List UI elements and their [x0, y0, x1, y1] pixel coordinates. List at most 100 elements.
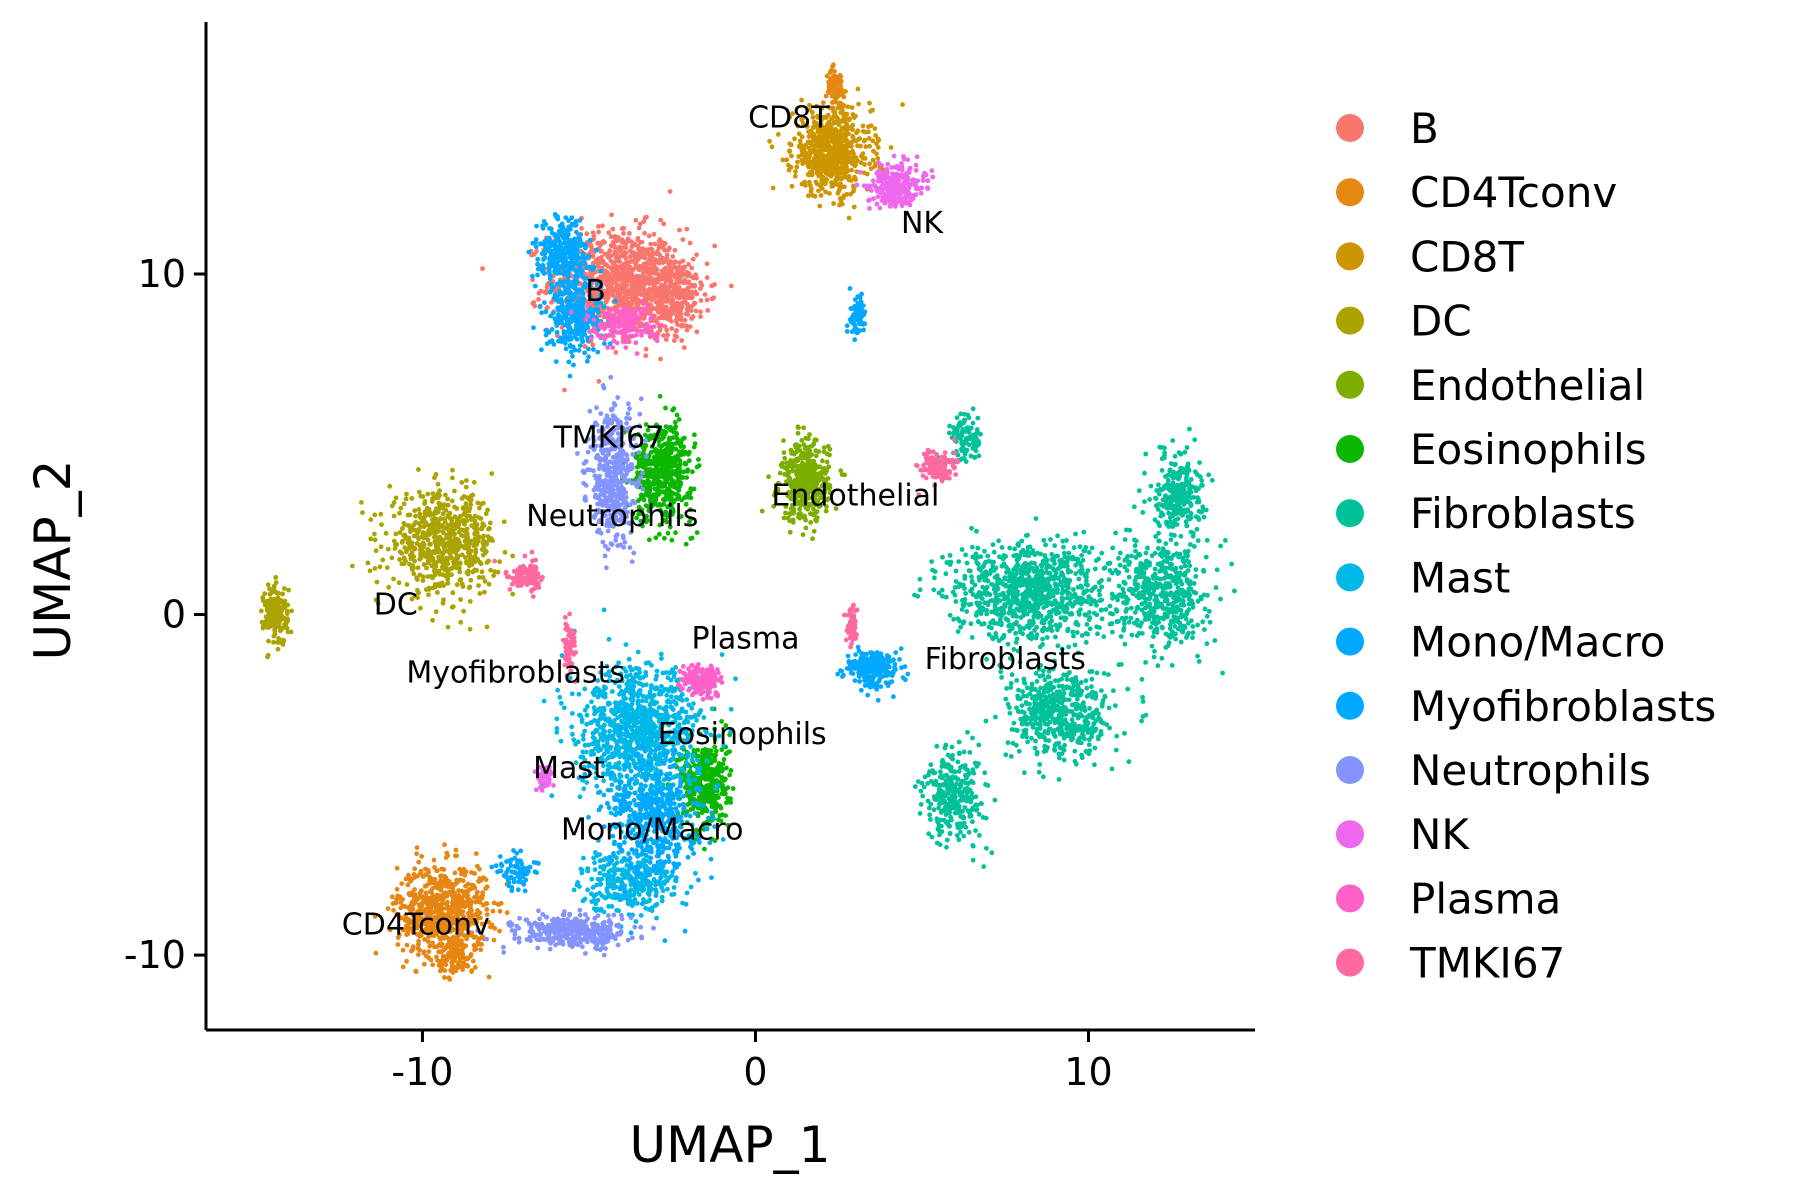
data-point	[684, 324, 690, 329]
data-point	[432, 550, 438, 556]
data-point	[410, 563, 416, 569]
data-point	[770, 185, 776, 191]
data-point	[434, 868, 440, 874]
data-point	[426, 955, 431, 960]
data-point	[542, 289, 548, 295]
data-point	[650, 264, 656, 270]
data-point	[845, 126, 851, 132]
data-point	[808, 520, 814, 525]
data-point	[843, 133, 848, 139]
data-point	[447, 889, 452, 895]
data-point	[613, 350, 619, 355]
data-point	[786, 162, 791, 168]
data-point	[782, 455, 788, 461]
data-point	[413, 513, 418, 519]
data-point	[479, 525, 485, 531]
data-point	[673, 469, 679, 475]
data-point	[844, 149, 850, 154]
data-point	[450, 590, 456, 596]
data-point	[789, 153, 794, 159]
data-point	[686, 262, 691, 267]
data-point	[410, 944, 416, 950]
data-point	[682, 317, 688, 323]
data-point	[468, 538, 473, 544]
data-point	[406, 546, 412, 551]
data-point	[596, 378, 602, 384]
data-point	[464, 560, 470, 565]
data-point	[789, 464, 795, 470]
data-point	[401, 501, 407, 507]
data-point	[711, 295, 717, 301]
data-point	[469, 870, 474, 875]
data-point	[656, 301, 661, 307]
data-point	[694, 329, 700, 335]
data-point	[656, 288, 661, 294]
data-point	[808, 161, 814, 167]
data-point	[625, 236, 631, 242]
data-point	[627, 248, 633, 254]
data-point	[468, 497, 474, 503]
data-point	[267, 591, 273, 597]
data-point	[673, 312, 679, 318]
data-point	[378, 544, 384, 550]
data-point	[824, 459, 830, 465]
data-point	[608, 253, 614, 259]
data-point	[872, 126, 878, 131]
data-point	[825, 171, 831, 177]
data-point	[421, 961, 427, 967]
data-point	[435, 495, 441, 501]
data-point	[605, 274, 610, 279]
data-point	[417, 572, 423, 578]
data-point	[718, 805, 723, 810]
data-point	[826, 147, 832, 153]
data-point	[471, 479, 477, 485]
data-point	[399, 540, 405, 545]
data-point	[626, 259, 632, 265]
data-point	[835, 105, 841, 111]
data-point	[447, 945, 453, 950]
data-point	[669, 318, 674, 324]
data-point	[795, 430, 801, 436]
data-point	[466, 585, 472, 591]
data-point	[821, 466, 827, 471]
data-point	[618, 253, 624, 258]
data-point	[434, 954, 439, 960]
data-point	[372, 512, 378, 518]
data-point	[678, 481, 683, 487]
data-point	[627, 231, 632, 236]
data-point	[828, 167, 834, 173]
data-point	[460, 878, 466, 884]
data-point	[447, 977, 453, 982]
data-point	[383, 530, 389, 536]
data-point	[452, 953, 458, 958]
data-point	[815, 159, 821, 164]
data-point	[658, 467, 663, 473]
data-point	[404, 942, 410, 948]
data-point	[267, 586, 272, 592]
data-point	[412, 866, 418, 872]
data-point	[373, 950, 379, 956]
data-point	[679, 338, 685, 343]
data-point	[397, 894, 403, 900]
data-point	[258, 608, 264, 614]
data-point	[438, 949, 444, 954]
data-point	[476, 896, 482, 902]
data-point	[478, 516, 484, 521]
data-point	[832, 93, 838, 99]
data-point	[689, 796, 695, 802]
data-point	[426, 592, 431, 598]
data-point	[584, 231, 590, 237]
data-point	[397, 557, 402, 562]
data-point	[821, 445, 827, 450]
data-point	[668, 424, 673, 430]
data-point	[646, 233, 652, 239]
data-point	[819, 186, 825, 191]
data-point	[632, 242, 638, 248]
data-point	[624, 295, 630, 301]
data-point	[682, 461, 688, 467]
data-point	[276, 598, 281, 603]
data-point	[442, 958, 448, 964]
data-point	[828, 76, 834, 82]
data-point	[486, 537, 492, 543]
data-point	[441, 530, 446, 536]
